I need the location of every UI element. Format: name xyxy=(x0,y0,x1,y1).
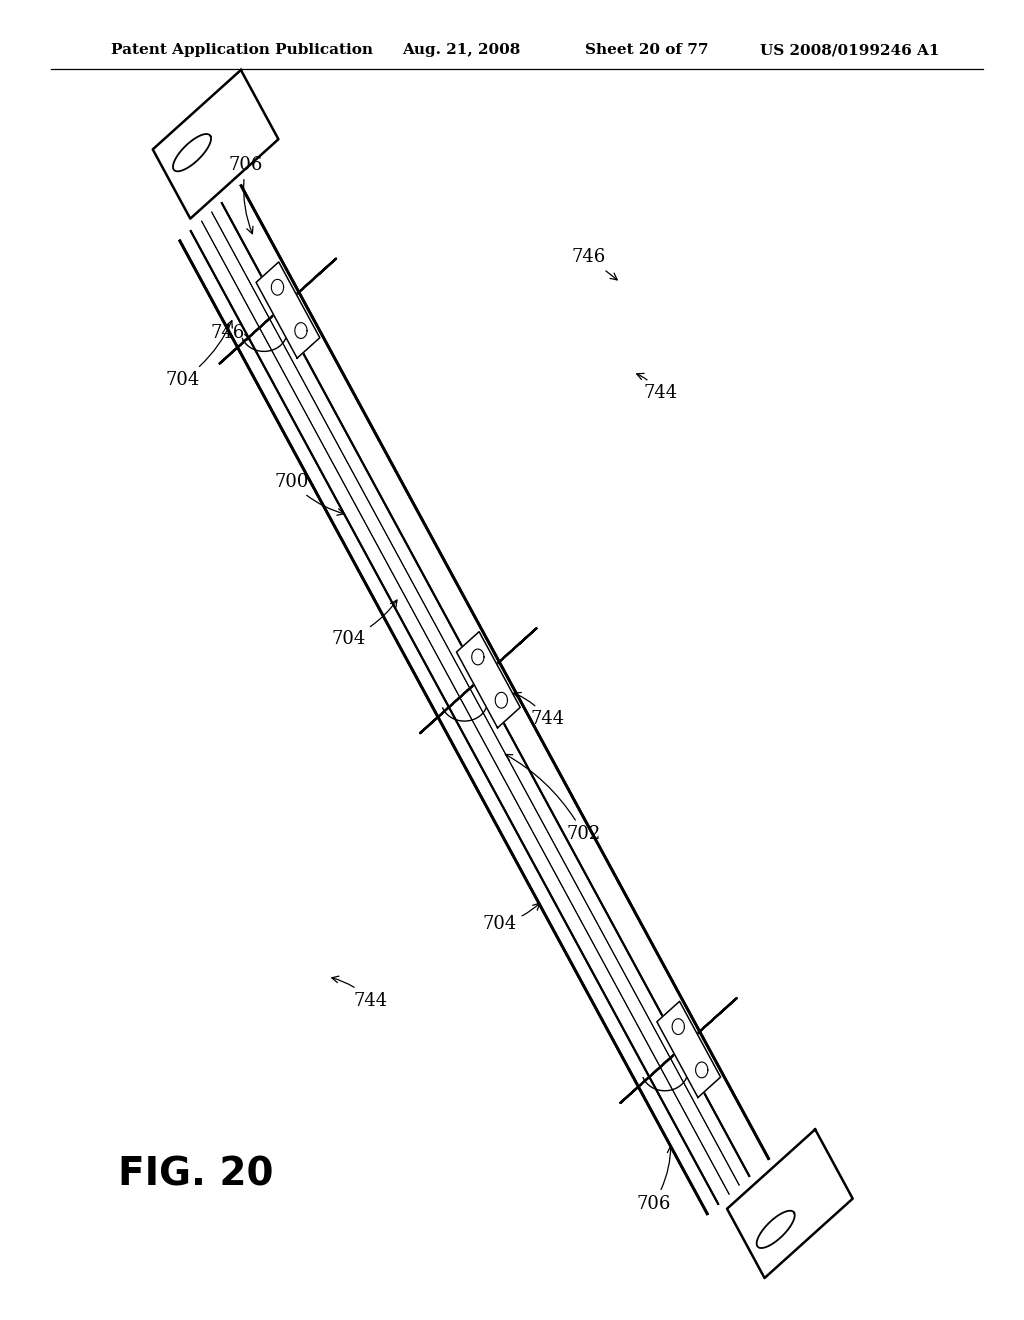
Polygon shape xyxy=(295,322,307,338)
Polygon shape xyxy=(420,628,537,733)
Polygon shape xyxy=(639,1015,718,1086)
Text: US 2008/0199246 A1: US 2008/0199246 A1 xyxy=(760,44,939,57)
Polygon shape xyxy=(656,1002,721,1097)
Text: 706: 706 xyxy=(228,156,263,234)
Text: 746: 746 xyxy=(210,323,250,342)
Text: 700: 700 xyxy=(274,473,344,515)
Polygon shape xyxy=(153,70,279,219)
Text: 704: 704 xyxy=(331,601,397,648)
Polygon shape xyxy=(220,259,336,363)
Polygon shape xyxy=(457,632,520,727)
Polygon shape xyxy=(672,1019,684,1035)
Polygon shape xyxy=(496,692,508,708)
Text: Patent Application Publication: Patent Application Publication xyxy=(111,44,373,57)
Polygon shape xyxy=(695,1063,708,1078)
Polygon shape xyxy=(256,261,319,358)
Polygon shape xyxy=(180,186,768,1213)
Polygon shape xyxy=(438,645,518,717)
Polygon shape xyxy=(173,135,211,172)
Text: 744: 744 xyxy=(637,374,678,403)
Text: Aug. 21, 2008: Aug. 21, 2008 xyxy=(402,44,521,57)
Text: FIG. 20: FIG. 20 xyxy=(118,1156,273,1193)
Polygon shape xyxy=(472,649,484,665)
Polygon shape xyxy=(757,1210,795,1247)
Polygon shape xyxy=(621,998,737,1102)
Polygon shape xyxy=(271,280,284,296)
Text: 744: 744 xyxy=(332,975,388,1010)
Text: Sheet 20 of 77: Sheet 20 of 77 xyxy=(585,44,709,57)
Text: 702: 702 xyxy=(506,755,601,843)
Polygon shape xyxy=(239,276,317,347)
Text: 706: 706 xyxy=(636,1146,674,1213)
Text: 744: 744 xyxy=(514,693,565,729)
Polygon shape xyxy=(727,1130,853,1278)
Text: 746: 746 xyxy=(571,248,617,280)
Text: 704: 704 xyxy=(165,321,232,389)
Text: 704: 704 xyxy=(482,903,540,933)
